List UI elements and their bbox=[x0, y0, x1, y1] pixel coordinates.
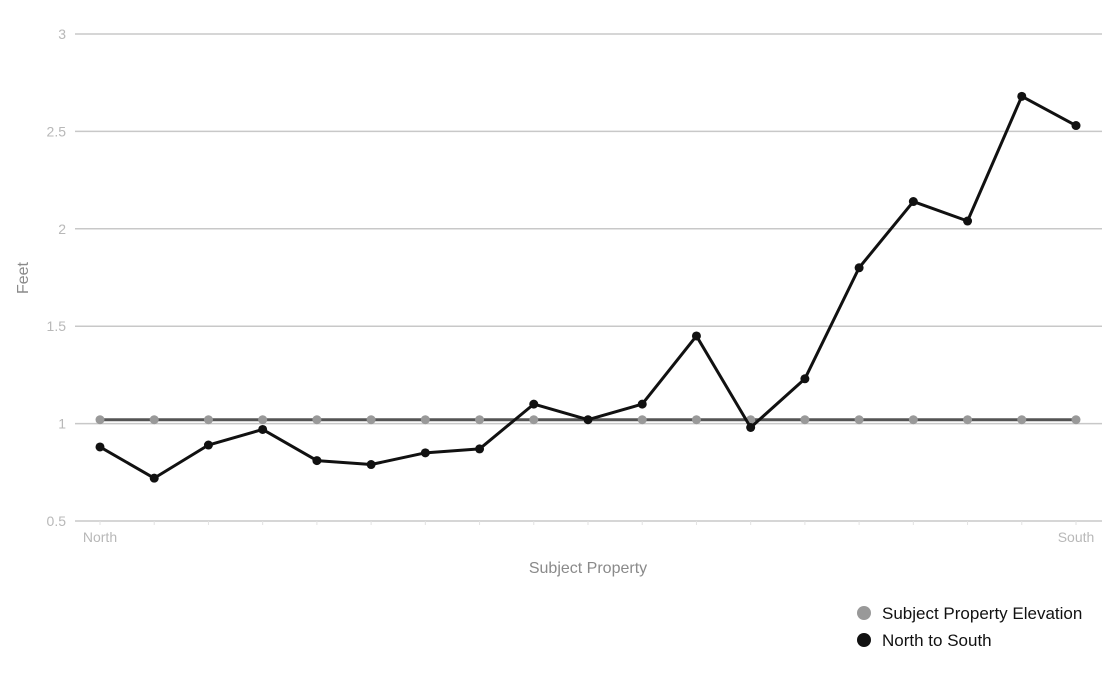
legend-item-north-to-south: North to South bbox=[857, 631, 992, 650]
x-axis-ticks: North South bbox=[83, 529, 1094, 545]
data-point-north-to-south-4 bbox=[312, 456, 322, 466]
data-point-subject-property-elevation-11 bbox=[691, 415, 701, 425]
data-point-subject-property-elevation-1 bbox=[149, 415, 159, 425]
data-point-north-to-south-13 bbox=[800, 374, 810, 384]
series-north-to-south bbox=[95, 91, 1081, 483]
data-point-north-to-south-14 bbox=[854, 263, 864, 273]
data-point-north-to-south-5 bbox=[366, 460, 376, 470]
data-point-north-to-south-15 bbox=[908, 197, 918, 207]
y-tick-label-1: 1 bbox=[58, 416, 66, 432]
data-point-subject-property-elevation-2 bbox=[203, 415, 213, 425]
y-tick-label-3: 3 bbox=[58, 26, 66, 42]
data-point-north-to-south-2 bbox=[203, 440, 213, 450]
y-tick-label-2: 2 bbox=[58, 221, 66, 237]
data-point-subject-property-elevation-6 bbox=[420, 415, 430, 425]
data-point-subject-property-elevation-8 bbox=[529, 415, 539, 425]
data-point-north-to-south-0 bbox=[95, 442, 105, 452]
legend: Subject Property Elevation North to Sout… bbox=[857, 604, 1082, 650]
data-point-north-to-south-12 bbox=[746, 422, 756, 432]
data-point-north-to-south-18 bbox=[1071, 121, 1081, 131]
legend-item-subject-property-elevation: Subject Property Elevation bbox=[857, 604, 1082, 623]
series-layer bbox=[95, 91, 1081, 483]
data-point-subject-property-elevation-17 bbox=[1017, 415, 1027, 425]
data-point-subject-property-elevation-4 bbox=[312, 415, 322, 425]
legend-label-subject-property-elevation: Subject Property Elevation bbox=[882, 604, 1082, 623]
data-point-subject-property-elevation-13 bbox=[800, 415, 810, 425]
data-point-north-to-south-10 bbox=[637, 399, 647, 409]
data-point-north-to-south-11 bbox=[691, 331, 701, 341]
gridlines bbox=[75, 33, 1102, 525]
data-point-north-to-south-16 bbox=[963, 216, 973, 226]
x-tick-label-north: North bbox=[83, 529, 117, 545]
data-point-north-to-south-1 bbox=[149, 473, 159, 483]
data-point-subject-property-elevation-18 bbox=[1071, 415, 1081, 425]
data-point-north-to-south-9 bbox=[583, 415, 593, 425]
x-tick-label-south: South bbox=[1058, 529, 1095, 545]
data-point-subject-property-elevation-15 bbox=[908, 415, 918, 425]
data-point-north-to-south-6 bbox=[420, 448, 430, 458]
legend-marker-north-to-south bbox=[857, 633, 871, 647]
x-axis-title: Subject Property bbox=[529, 560, 647, 577]
data-point-north-to-south-17 bbox=[1017, 91, 1027, 101]
y-tick-label-1-5: 1.5 bbox=[47, 318, 67, 334]
data-point-subject-property-elevation-7 bbox=[475, 415, 485, 425]
data-point-north-to-south-3 bbox=[258, 424, 268, 434]
data-point-north-to-south-7 bbox=[475, 444, 485, 454]
y-tick-label-2-5: 2.5 bbox=[47, 123, 67, 139]
data-point-subject-property-elevation-14 bbox=[854, 415, 864, 425]
y-tick-label-0-5: 0.5 bbox=[47, 513, 67, 529]
data-point-subject-property-elevation-0 bbox=[95, 415, 105, 425]
legend-marker-subject-property-elevation bbox=[857, 606, 871, 620]
legend-label-north-to-south: North to South bbox=[882, 631, 992, 650]
data-point-subject-property-elevation-3 bbox=[258, 415, 268, 425]
data-point-subject-property-elevation-10 bbox=[637, 415, 647, 425]
data-point-subject-property-elevation-5 bbox=[366, 415, 376, 425]
data-point-subject-property-elevation-16 bbox=[963, 415, 973, 425]
y-axis-title: Feet bbox=[15, 261, 32, 294]
y-axis-ticks: 0.5 1 1.5 2 2.5 3 bbox=[47, 26, 67, 529]
data-point-north-to-south-8 bbox=[529, 399, 539, 409]
